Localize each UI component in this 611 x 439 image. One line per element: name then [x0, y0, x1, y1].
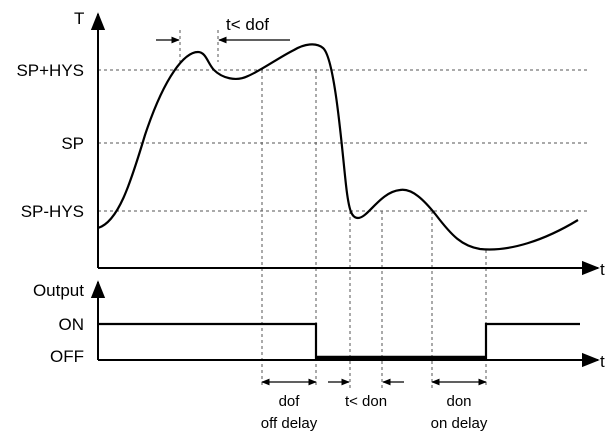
output-axis-label: Output	[33, 281, 84, 300]
temperature-axis-label: T	[74, 9, 84, 28]
sp-minus-hys-label: SP-HYS	[21, 202, 84, 221]
sp-plus-hys-label: SP+HYS	[16, 61, 84, 80]
dof-label: dof	[279, 393, 301, 410]
output-on-segment	[98, 322, 318, 360]
output-off-label: OFF	[50, 347, 84, 366]
time-axis-top-label: t	[600, 260, 605, 279]
don-label: don	[446, 393, 471, 410]
sp-label: SP	[61, 134, 84, 153]
t-less-don-label: t< don	[345, 393, 387, 410]
output-on-label: ON	[59, 315, 85, 334]
on-delay-label: on delay	[431, 415, 488, 432]
t-less-dof-label: t< dof	[226, 15, 269, 34]
temperature-curve	[97, 43, 579, 251]
off-delay-label: off delay	[261, 415, 318, 432]
output-on-segment	[484, 322, 580, 360]
time-axis-bottom-label: t	[600, 352, 605, 371]
